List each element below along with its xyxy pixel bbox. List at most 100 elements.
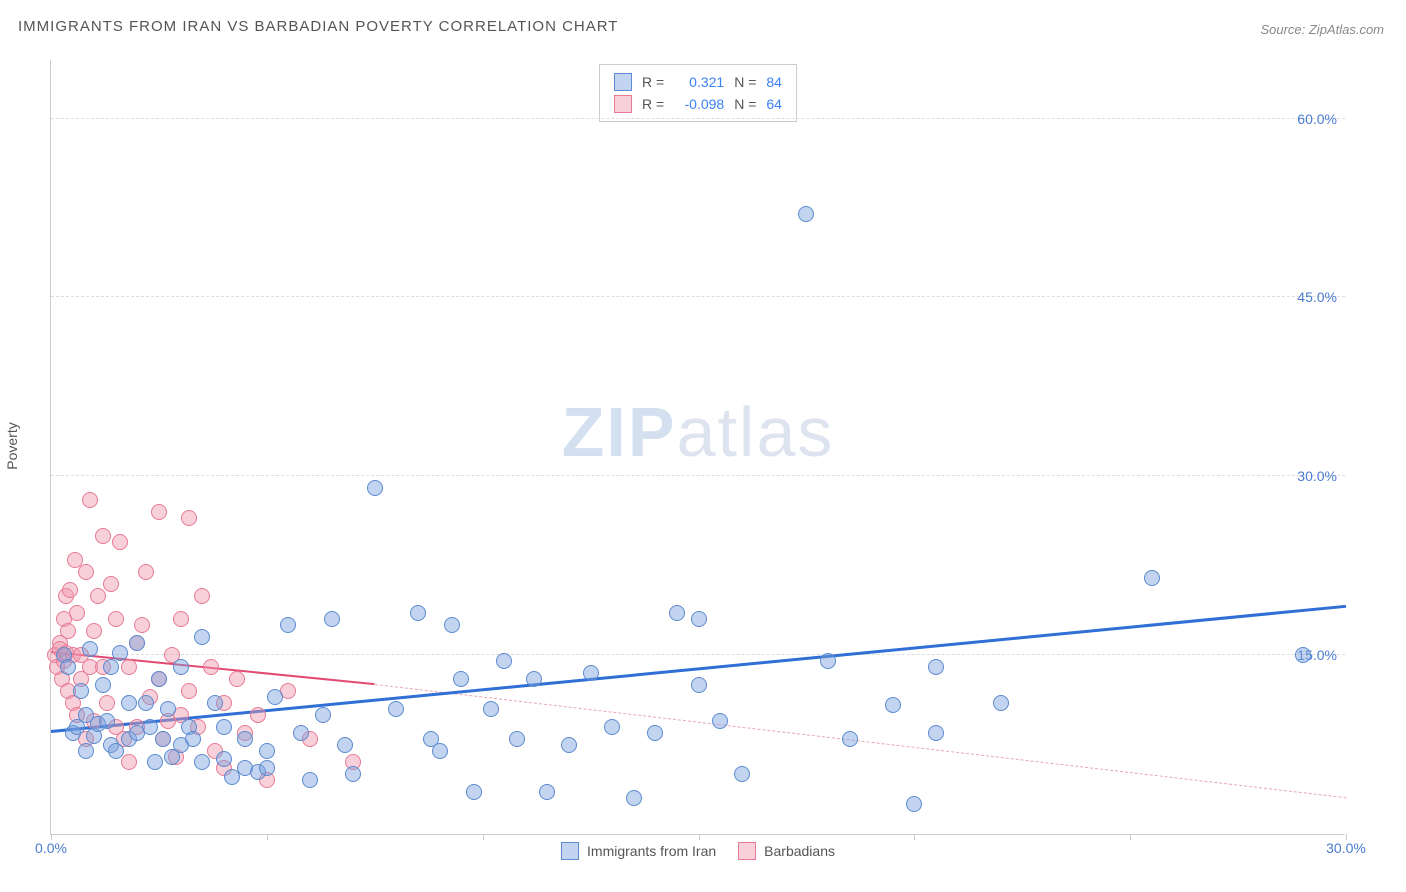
data-point — [647, 725, 663, 741]
gridline — [51, 654, 1345, 655]
legend-series: Immigrants from Iran Barbadians — [561, 842, 835, 860]
data-point — [121, 754, 137, 770]
legend-stats-row: R = 0.321 N = 84 — [614, 71, 782, 93]
data-point — [216, 751, 232, 767]
data-point — [453, 671, 469, 687]
data-point — [293, 725, 309, 741]
stat-value-n-barbadians: 64 — [766, 96, 782, 112]
data-point — [194, 588, 210, 604]
data-point — [138, 695, 154, 711]
data-point — [95, 677, 111, 693]
legend-label-barbadians: Barbadians — [764, 843, 835, 859]
stat-label-n: N = — [734, 96, 756, 112]
data-point — [626, 790, 642, 806]
data-point — [539, 784, 555, 800]
y-axis-label: Poverty — [4, 422, 20, 469]
data-point — [337, 737, 353, 753]
data-point — [1295, 647, 1311, 663]
data-point — [604, 719, 620, 735]
data-point — [99, 713, 115, 729]
data-point — [734, 766, 750, 782]
data-point — [60, 623, 76, 639]
data-point — [173, 659, 189, 675]
data-point — [466, 784, 482, 800]
data-point — [203, 659, 219, 675]
data-point — [1144, 570, 1160, 586]
data-point — [151, 504, 167, 520]
x-tick — [267, 834, 268, 840]
data-point — [194, 629, 210, 645]
data-point — [993, 695, 1009, 711]
data-point — [483, 701, 499, 717]
data-point — [345, 766, 361, 782]
plot-area: ZIPatlas R = 0.321 N = 84 R = -0.098 N =… — [50, 60, 1345, 835]
y-tick-label: 60.0% — [1297, 111, 1337, 127]
gridline — [51, 118, 1345, 119]
data-point — [78, 564, 94, 580]
data-point — [237, 731, 253, 747]
data-point — [60, 659, 76, 675]
data-point — [928, 725, 944, 741]
legend-item-barbadians: Barbadians — [738, 842, 835, 860]
data-point — [691, 611, 707, 627]
chart-title: IMMIGRANTS FROM IRAN VS BARBADIAN POVERT… — [18, 18, 618, 35]
data-point — [194, 754, 210, 770]
data-point — [207, 695, 223, 711]
data-point — [444, 617, 460, 633]
legend-item-iran: Immigrants from Iran — [561, 842, 716, 860]
data-point — [388, 701, 404, 717]
data-point — [73, 683, 89, 699]
data-point — [155, 731, 171, 747]
x-tick — [483, 834, 484, 840]
data-point — [842, 731, 858, 747]
data-point — [496, 653, 512, 669]
x-tick — [1130, 834, 1131, 840]
y-tick-label: 30.0% — [1297, 468, 1337, 484]
data-point — [90, 588, 106, 604]
data-point — [112, 534, 128, 550]
data-point — [885, 697, 901, 713]
data-point — [250, 707, 266, 723]
stat-value-r-iran: 0.321 — [674, 74, 724, 90]
data-point — [138, 564, 154, 580]
data-point — [129, 635, 145, 651]
data-point — [798, 206, 814, 222]
x-tick — [914, 834, 915, 840]
data-point — [928, 659, 944, 675]
data-point — [108, 743, 124, 759]
data-point — [103, 659, 119, 675]
data-point — [267, 689, 283, 705]
legend-swatch-iran — [614, 73, 632, 91]
data-point — [185, 731, 201, 747]
data-point — [69, 605, 85, 621]
data-point — [86, 623, 102, 639]
stat-label-r: R = — [642, 74, 664, 90]
data-point — [103, 576, 119, 592]
data-point — [82, 641, 98, 657]
data-point — [561, 737, 577, 753]
x-tick — [699, 834, 700, 840]
data-point — [160, 701, 176, 717]
data-point — [367, 480, 383, 496]
data-point — [280, 617, 296, 633]
legend-swatch-barbadians — [614, 95, 632, 113]
legend-label-iran: Immigrants from Iran — [587, 843, 716, 859]
stat-label-r: R = — [642, 96, 664, 112]
data-point — [259, 743, 275, 759]
data-point — [147, 754, 163, 770]
data-point — [95, 528, 111, 544]
data-point — [142, 719, 158, 735]
stat-value-r-barbadians: -0.098 — [674, 96, 724, 112]
data-point — [151, 671, 167, 687]
data-point — [691, 677, 707, 693]
data-point — [669, 605, 685, 621]
x-tick-label: 30.0% — [1326, 840, 1366, 856]
stat-value-n-iran: 84 — [766, 74, 782, 90]
data-point — [324, 611, 340, 627]
data-point — [712, 713, 728, 729]
gridline — [51, 475, 1345, 476]
data-point — [216, 719, 232, 735]
watermark-bold: ZIP — [562, 393, 677, 471]
data-point — [302, 772, 318, 788]
legend-swatch-barbadians — [738, 842, 756, 860]
